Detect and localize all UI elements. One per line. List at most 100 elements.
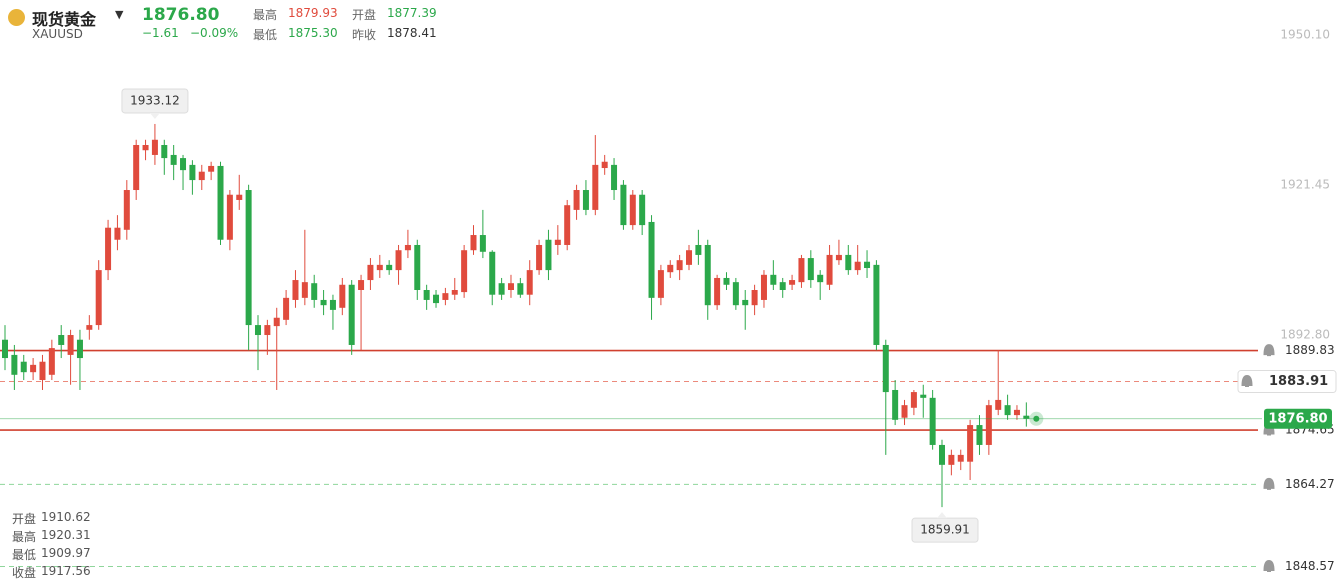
bell-icon: [1263, 477, 1275, 490]
candle-body: [751, 290, 758, 306]
candle-body: [123, 190, 130, 230]
level-label: 1864.27: [1285, 477, 1335, 491]
candle-body: [835, 254, 842, 261]
candle-body: [39, 361, 46, 381]
level-label: 1883.91: [1269, 374, 1328, 389]
candle-body: [676, 260, 683, 271]
candle-body: [133, 145, 140, 191]
candle-body: [910, 392, 917, 408]
candle-body: [311, 283, 318, 300]
candle-body: [292, 280, 299, 300]
candle-body: [939, 444, 945, 465]
candle-body: [667, 264, 674, 273]
candle-body: [2, 339, 8, 359]
ohlc-label: 最高: [12, 530, 37, 544]
level-box: [1237, 370, 1337, 394]
candle-body: [957, 454, 964, 462]
ohlc-value: 1910.62: [41, 510, 91, 524]
candle-body: [67, 335, 74, 355]
candle-body: [892, 389, 899, 420]
candle-body: [873, 264, 880, 345]
candle-body: [657, 270, 664, 298]
ohlc-label: 收盘: [12, 566, 37, 580]
stat-value: 1877.39: [387, 6, 437, 20]
stat-label: 开盘: [352, 8, 377, 22]
high-marker-pointer: [149, 112, 160, 119]
candle-body: [854, 261, 861, 271]
last-price-dot: [1033, 415, 1040, 422]
price: 1876.80: [142, 5, 220, 25]
candle-body: [30, 364, 37, 373]
dropdown-arrow[interactable]: ▼: [115, 8, 124, 21]
candle-body: [798, 258, 805, 283]
candle-body: [714, 277, 721, 306]
stat-value: 1875.30: [288, 26, 338, 40]
candle-body: [226, 194, 233, 240]
candle-body: [376, 264, 383, 271]
candle-body: [11, 354, 18, 375]
candle-body: [198, 171, 205, 181]
candle-body: [395, 250, 402, 271]
candle-body: [423, 290, 430, 300]
bell-icon: [1263, 344, 1275, 357]
candle-body: [704, 244, 711, 306]
candle-body: [817, 274, 824, 283]
candle-body: [208, 165, 215, 172]
stat-value: 1879.93: [288, 6, 338, 20]
candle-body: [217, 165, 224, 240]
ohlc-label: 最低: [12, 548, 37, 562]
candle-body: [620, 184, 627, 226]
candle-body: [554, 239, 561, 245]
level-label: 1848.57: [1285, 559, 1335, 573]
candle-body: [414, 244, 421, 290]
candle-body: [920, 394, 927, 398]
stat-value: 1878.41: [387, 26, 437, 40]
candle-body: [254, 325, 261, 336]
candle-body: [433, 294, 440, 304]
candle-body: [770, 274, 777, 285]
candle-body: [742, 299, 749, 306]
candle-body: [929, 397, 936, 445]
y-tick-label: 1950.10: [1280, 28, 1330, 42]
low-marker-pointer: [937, 512, 947, 519]
candle-body: [760, 274, 767, 300]
candle-body: [320, 299, 327, 306]
candle-body: [358, 280, 365, 290]
candle-body: [264, 325, 271, 336]
candle-body: [507, 283, 514, 290]
candle-body: [545, 239, 552, 271]
ohlc-value: 1909.97: [41, 546, 91, 560]
candle-body: [573, 190, 580, 210]
candle-body: [114, 227, 121, 240]
last-price-label: 1876.80: [1268, 411, 1327, 426]
stat-label: 最低: [253, 28, 278, 42]
candle-body: [142, 145, 149, 151]
candle-body: [1013, 409, 1020, 416]
candle-body: [864, 261, 871, 269]
candle-body: [161, 145, 168, 159]
title[interactable]: 现货黄金: [32, 10, 97, 29]
candle-body: [1004, 405, 1011, 416]
candle-body: [86, 325, 93, 330]
candle-body: [461, 250, 468, 293]
ohlc-value: 1917.56: [41, 564, 91, 578]
candle-body: [76, 339, 83, 359]
high-marker-label: 1933.12: [130, 93, 180, 107]
candle-body: [470, 235, 477, 251]
candle-body: [180, 158, 187, 171]
candle-body: [517, 283, 524, 295]
candle-body: [236, 194, 243, 200]
candle-body: [695, 244, 702, 255]
candle-body: [789, 280, 796, 285]
candle-body: [564, 205, 571, 245]
candle-body: [404, 244, 411, 251]
candle-body: [629, 194, 636, 226]
candle-body: [826, 254, 833, 285]
low-marker-label: 1859.91: [920, 523, 970, 537]
last-price-badge: [1264, 408, 1332, 429]
candle-body: [58, 335, 65, 345]
y-tick-label: 1892.80: [1280, 328, 1330, 342]
candle-body: [105, 227, 112, 271]
candle-body: [189, 164, 196, 181]
